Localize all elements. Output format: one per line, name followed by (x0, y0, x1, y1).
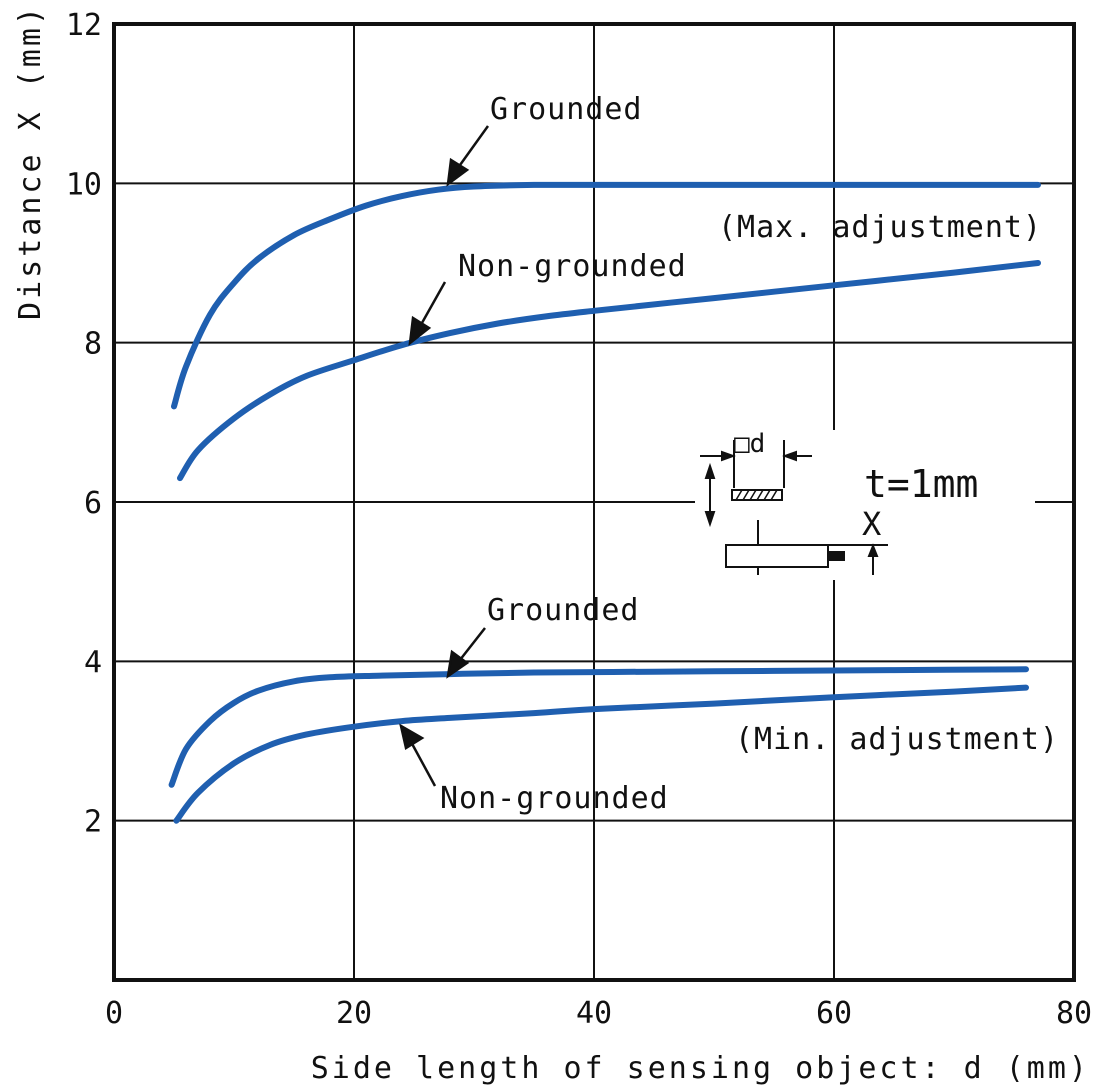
annotation-max-adjustment: (Max. adjustment) (718, 210, 1042, 245)
annotation-non-grounded-min: Non-grounded (440, 781, 669, 816)
annotation-min-adjustment: (Min. adjustment) (735, 722, 1059, 757)
inset-thickness-label: t=1mm (864, 462, 978, 506)
inset-diagram: □d t=1mm X (695, 429, 1035, 580)
arrow-head-grounded-max (446, 157, 470, 187)
annotation-arrows (399, 125, 490, 787)
arrow-head-grounded-min (446, 649, 470, 679)
inset-x-dimension (828, 543, 888, 575)
arrow-grounded-max (453, 125, 490, 173)
arrow-head-non-grounded-min (399, 723, 425, 750)
x-tick-label-4: 80 (1056, 996, 1092, 1031)
x-tick-label-2: 40 (576, 996, 612, 1031)
series-line-2 (168, 666, 1029, 788)
series-line-3 (173, 684, 1029, 824)
annotation-grounded-min: Grounded (487, 593, 640, 628)
inset-plate-hatch (735, 489, 778, 501)
plot-frame (112, 22, 1076, 982)
x-tick-label-0: 0 (105, 996, 123, 1031)
x-tick-label-3: 60 (816, 996, 852, 1031)
y-tick-label-1: 4 (84, 645, 102, 680)
x-axis-label: Side length of sensing object: d (mm) (311, 1051, 1090, 1086)
annotation-non-grounded-max: Non-grounded (458, 249, 687, 284)
data-series (168, 181, 1041, 824)
tick-labels: 0 20 40 60 80 2 4 6 8 10 12 (66, 8, 1092, 1031)
series-line-0 (171, 181, 1041, 410)
inset-sensor-face (829, 551, 845, 561)
x-tick-label-1: 20 (336, 996, 372, 1031)
inset-d-label: □d (734, 429, 765, 459)
y-tick-label-3: 8 (84, 327, 102, 362)
series-line-1 (177, 260, 1041, 482)
y-tick-label-4: 10 (66, 167, 102, 202)
arrow-head-non-grounded-max (408, 315, 432, 346)
y-axis-label: Distance X (mm) (13, 4, 48, 320)
arrow-non-grounded-min (408, 739, 437, 787)
y-tick-label-5: 12 (66, 8, 102, 43)
annotation-grounded-max: Grounded (490, 92, 643, 127)
y-tick-label-2: 6 (84, 486, 102, 521)
inset-sensor-body (725, 544, 829, 568)
arrow-non-grounded-max (416, 281, 447, 331)
inset-x-label: X (862, 505, 881, 543)
y-tick-label-0: 2 (84, 805, 102, 840)
